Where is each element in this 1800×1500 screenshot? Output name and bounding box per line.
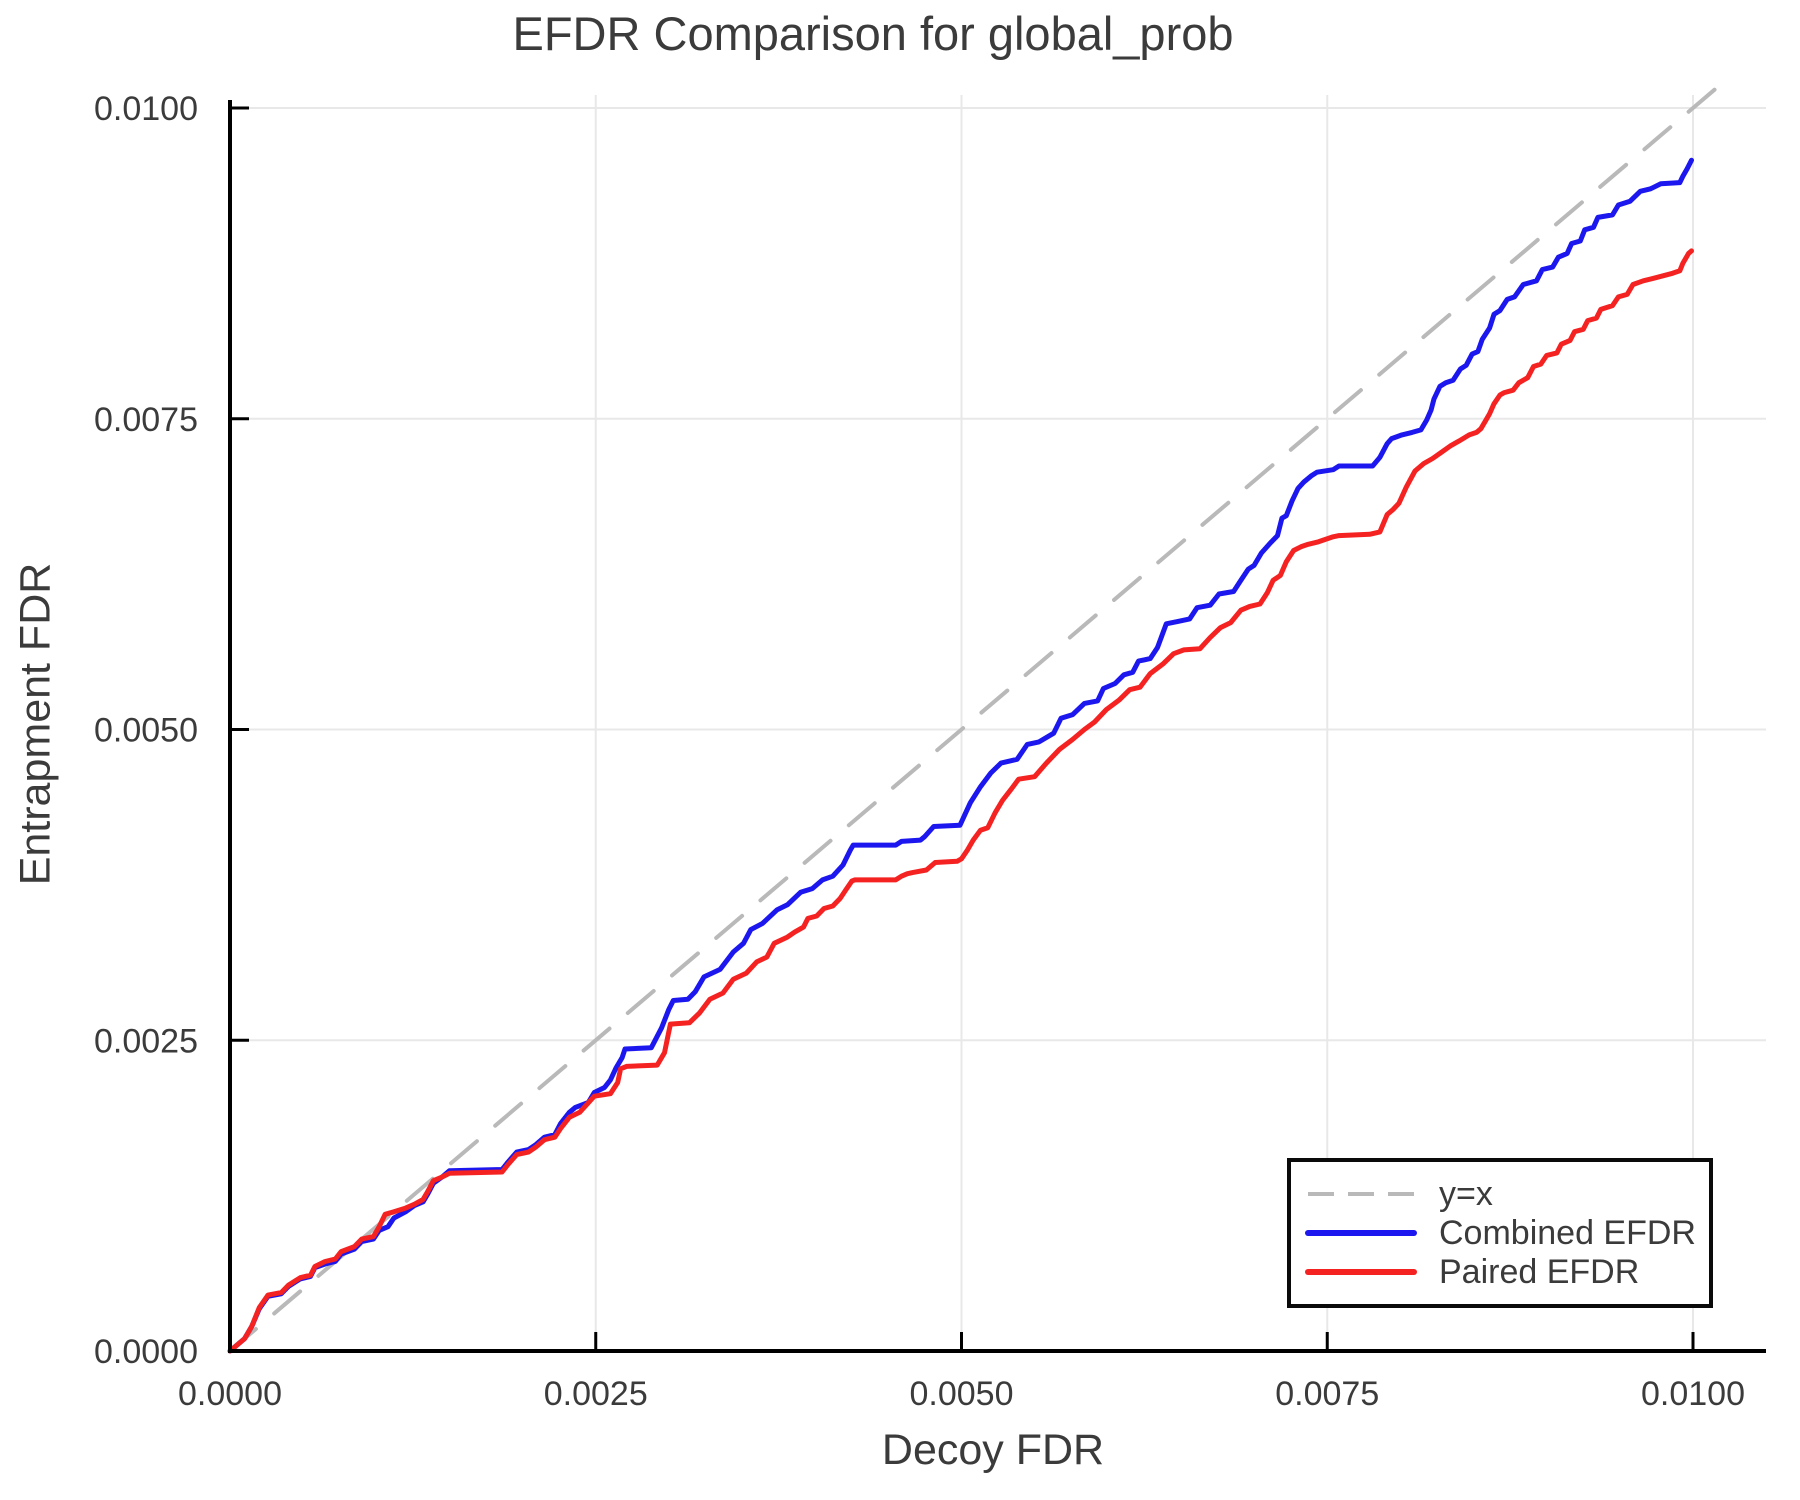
x-axis-label: Decoy FDR: [881, 1426, 1105, 1474]
svg-text:0.0050: 0.0050: [94, 712, 198, 750]
dashed-line-sample: [1308, 1192, 1414, 1196]
combined-efdr-line-sample: [1305, 1230, 1417, 1236]
legend-row: Paired EFDR: [1305, 1254, 1709, 1290]
paired-efdr-line-sample: [1305, 1269, 1417, 1275]
svg-text:0.0075: 0.0075: [94, 401, 198, 439]
svg-text:0.0075: 0.0075: [1275, 1375, 1379, 1413]
svg-text:0.0025: 0.0025: [544, 1375, 648, 1413]
y-axis-label: Entrapment FDR: [11, 562, 60, 886]
svg-text:0.0000: 0.0000: [94, 1333, 198, 1371]
legend-row: y=x: [1305, 1176, 1709, 1212]
chart-title: EFDR Comparison for global_prob: [512, 7, 1234, 60]
svg-text:0.0100: 0.0100: [1641, 1375, 1745, 1413]
legend-label: Combined EFDR: [1439, 1214, 1696, 1252]
svg-text:0.0000: 0.0000: [178, 1375, 282, 1413]
svg-text:0.0025: 0.0025: [94, 1022, 198, 1060]
legend-label: Paired EFDR: [1439, 1253, 1640, 1291]
legend-row: Combined EFDR: [1305, 1215, 1709, 1251]
legend: y=x Combined EFDR Paired EFDR: [1287, 1158, 1713, 1308]
svg-text:0.0100: 0.0100: [94, 90, 198, 128]
svg-text:0.0050: 0.0050: [910, 1375, 1014, 1413]
legend-label: y=x: [1439, 1175, 1493, 1213]
